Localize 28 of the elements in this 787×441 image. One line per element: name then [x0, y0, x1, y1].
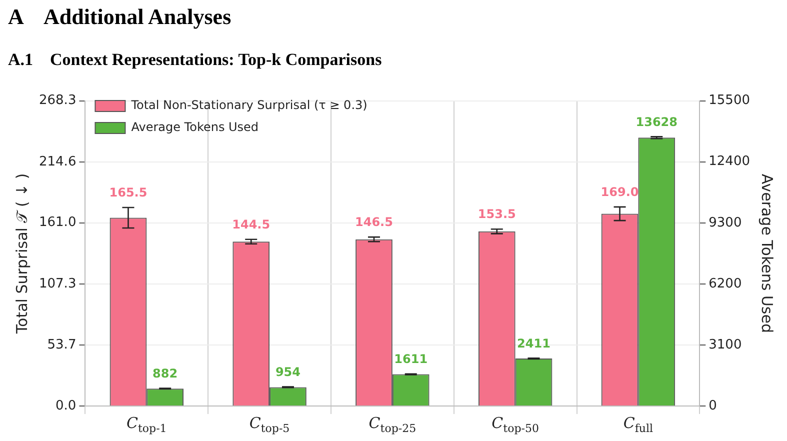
data-label: 153.5: [478, 207, 516, 222]
y2-tick-label: 0: [708, 398, 717, 414]
y-tick-label: 53.7: [47, 337, 76, 352]
data-label: 165.5: [109, 186, 148, 200]
data-label: 144.5: [232, 217, 270, 232]
data-label: 2411: [517, 336, 550, 350]
legend-label: Total Non-Stationary Surprisal (τ ≥ 0.3): [130, 98, 368, 112]
chart-subtitle: A.1 Context Representations: Top-k Comparisons: [8, 50, 382, 70]
y2-axis-title: Average Tokens Used: [758, 174, 776, 333]
data-label: 1611: [394, 352, 428, 366]
y-tick-label: 214.6: [39, 154, 76, 170]
chart-title: A Additional Analyses: [8, 4, 232, 30]
y-tick-label: 107.3: [39, 276, 76, 292]
y-axis-title: Total Surprisal 𝒯 ( ↓ ): [12, 173, 31, 335]
legend-label: Average Tokens Used: [131, 120, 259, 134]
data-label: 169.0: [600, 185, 639, 200]
y2-tick-label: 12400: [708, 154, 750, 170]
y-tick-label: 268.3: [39, 93, 76, 108]
data-label: 146.5: [355, 215, 393, 230]
y2-tick-label: 15500: [708, 93, 750, 108]
y2-tick-label: 3100: [708, 337, 742, 352]
y2-tick-label: 9300: [708, 215, 742, 230]
y-tick-label: 0.0: [56, 398, 76, 414]
y-tick-label: 161.0: [39, 215, 76, 230]
data-label: 954: [275, 364, 301, 379]
data-label: 13628: [636, 114, 678, 129]
data-label: 882: [152, 366, 178, 380]
y2-tick-label: 6200: [708, 276, 742, 292]
